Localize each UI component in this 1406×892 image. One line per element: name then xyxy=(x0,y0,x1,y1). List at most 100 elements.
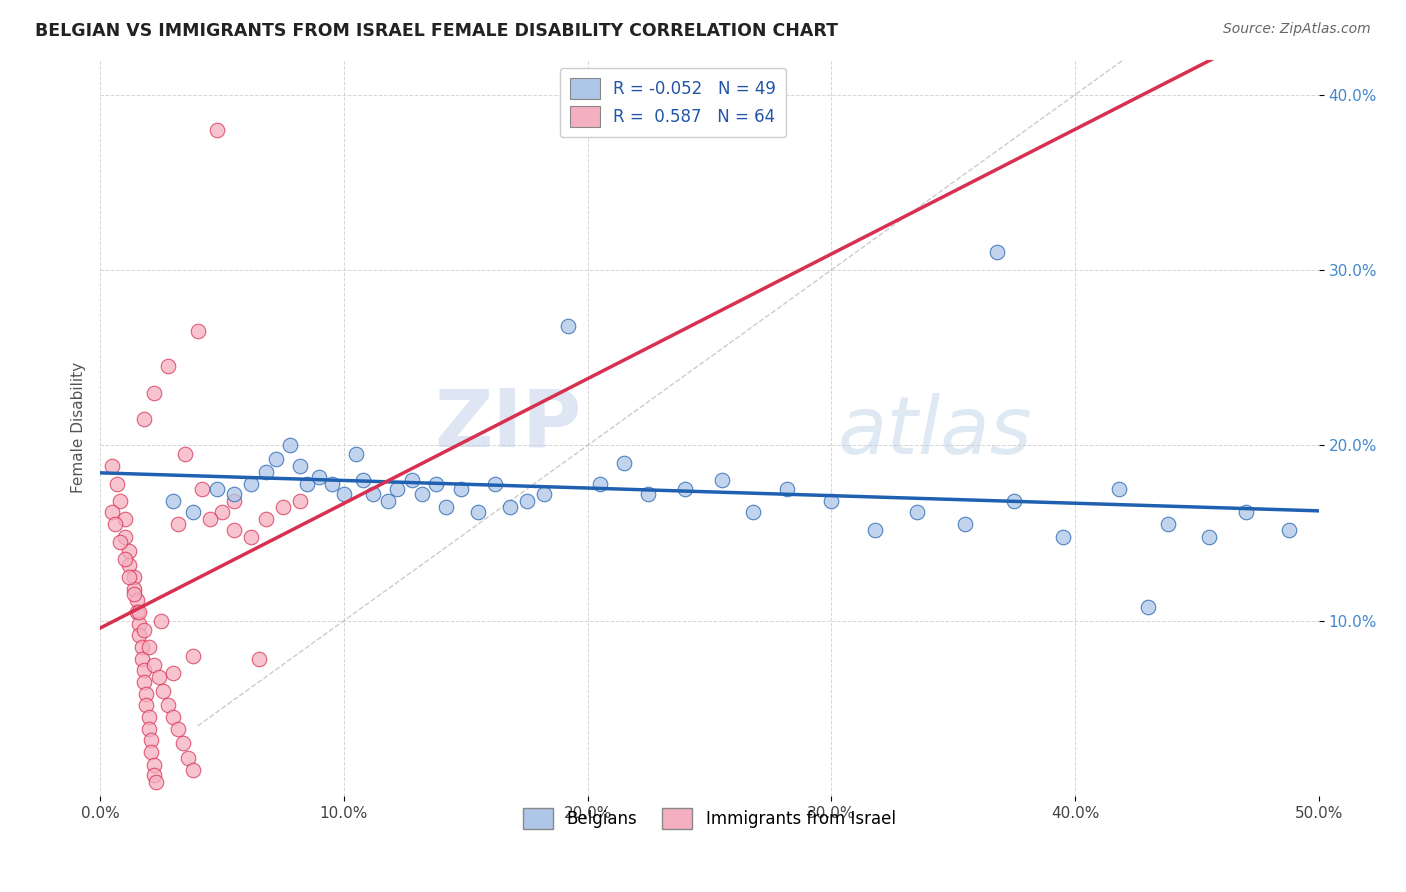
Point xyxy=(321,477,343,491)
Point xyxy=(132,663,155,677)
Point xyxy=(131,640,153,654)
Y-axis label: Female Disability: Female Disability xyxy=(72,362,86,493)
Point xyxy=(138,640,160,654)
Point xyxy=(162,710,184,724)
Point xyxy=(401,474,423,488)
Point xyxy=(167,723,190,737)
Point xyxy=(114,512,136,526)
Point xyxy=(118,570,141,584)
Point xyxy=(181,763,204,777)
Point xyxy=(162,494,184,508)
Point xyxy=(181,505,204,519)
Point xyxy=(104,517,127,532)
Point xyxy=(135,687,157,701)
Point xyxy=(1156,517,1178,532)
Text: ZIP: ZIP xyxy=(434,385,582,463)
Point xyxy=(240,530,263,544)
Point xyxy=(122,582,145,597)
Point xyxy=(135,698,157,712)
Point xyxy=(254,512,277,526)
Point xyxy=(141,733,163,747)
Point xyxy=(411,487,433,501)
Point xyxy=(191,482,214,496)
Point xyxy=(142,385,165,400)
Point xyxy=(105,477,128,491)
Text: Source: ZipAtlas.com: Source: ZipAtlas.com xyxy=(1223,22,1371,37)
Point xyxy=(122,587,145,601)
Point xyxy=(118,543,141,558)
Point xyxy=(181,648,204,663)
Point xyxy=(352,474,374,488)
Point xyxy=(333,487,356,501)
Point xyxy=(1137,599,1160,614)
Point xyxy=(152,684,174,698)
Point xyxy=(516,494,538,508)
Point xyxy=(264,452,287,467)
Point xyxy=(157,359,180,374)
Point xyxy=(142,757,165,772)
Point xyxy=(710,474,733,488)
Point xyxy=(118,558,141,572)
Point xyxy=(344,447,367,461)
Point xyxy=(162,666,184,681)
Point xyxy=(108,494,131,508)
Point xyxy=(138,723,160,737)
Point xyxy=(172,737,194,751)
Point xyxy=(157,698,180,712)
Point xyxy=(142,657,165,672)
Point xyxy=(247,652,270,666)
Point xyxy=(589,477,612,491)
Point xyxy=(132,623,155,637)
Point xyxy=(467,505,489,519)
Point xyxy=(128,628,150,642)
Point xyxy=(905,505,928,519)
Point xyxy=(863,523,886,537)
Point xyxy=(254,465,277,479)
Point xyxy=(637,487,659,501)
Point xyxy=(114,552,136,566)
Point xyxy=(101,505,124,519)
Point xyxy=(557,319,579,334)
Point xyxy=(1108,482,1130,496)
Point xyxy=(484,477,506,491)
Point xyxy=(1052,530,1074,544)
Point xyxy=(533,487,555,501)
Point xyxy=(101,459,124,474)
Point xyxy=(387,482,409,496)
Point xyxy=(308,470,330,484)
Point xyxy=(187,325,209,339)
Point xyxy=(148,670,170,684)
Legend: Belgians, Immigrants from Israel: Belgians, Immigrants from Israel xyxy=(516,801,903,836)
Point xyxy=(132,675,155,690)
Point xyxy=(1234,505,1257,519)
Point xyxy=(211,505,233,519)
Point xyxy=(955,517,977,532)
Point xyxy=(125,605,148,619)
Point xyxy=(125,592,148,607)
Point xyxy=(138,710,160,724)
Point xyxy=(142,768,165,782)
Point xyxy=(498,500,520,514)
Point xyxy=(377,494,399,508)
Text: BELGIAN VS IMMIGRANTS FROM ISRAEL FEMALE DISABILITY CORRELATION CHART: BELGIAN VS IMMIGRANTS FROM ISRAEL FEMALE… xyxy=(35,22,838,40)
Point xyxy=(434,500,457,514)
Point xyxy=(128,605,150,619)
Point xyxy=(114,530,136,544)
Point xyxy=(1278,523,1301,537)
Point xyxy=(150,614,173,628)
Point xyxy=(1198,530,1220,544)
Point xyxy=(450,482,472,496)
Point xyxy=(145,775,167,789)
Point xyxy=(108,534,131,549)
Point xyxy=(288,494,311,508)
Point xyxy=(271,500,294,514)
Point xyxy=(224,487,246,501)
Point xyxy=(224,494,246,508)
Point xyxy=(174,447,197,461)
Point xyxy=(1002,494,1025,508)
Point xyxy=(613,456,636,470)
Point xyxy=(131,652,153,666)
Point xyxy=(742,505,765,519)
Point xyxy=(167,517,190,532)
Point xyxy=(278,438,301,452)
